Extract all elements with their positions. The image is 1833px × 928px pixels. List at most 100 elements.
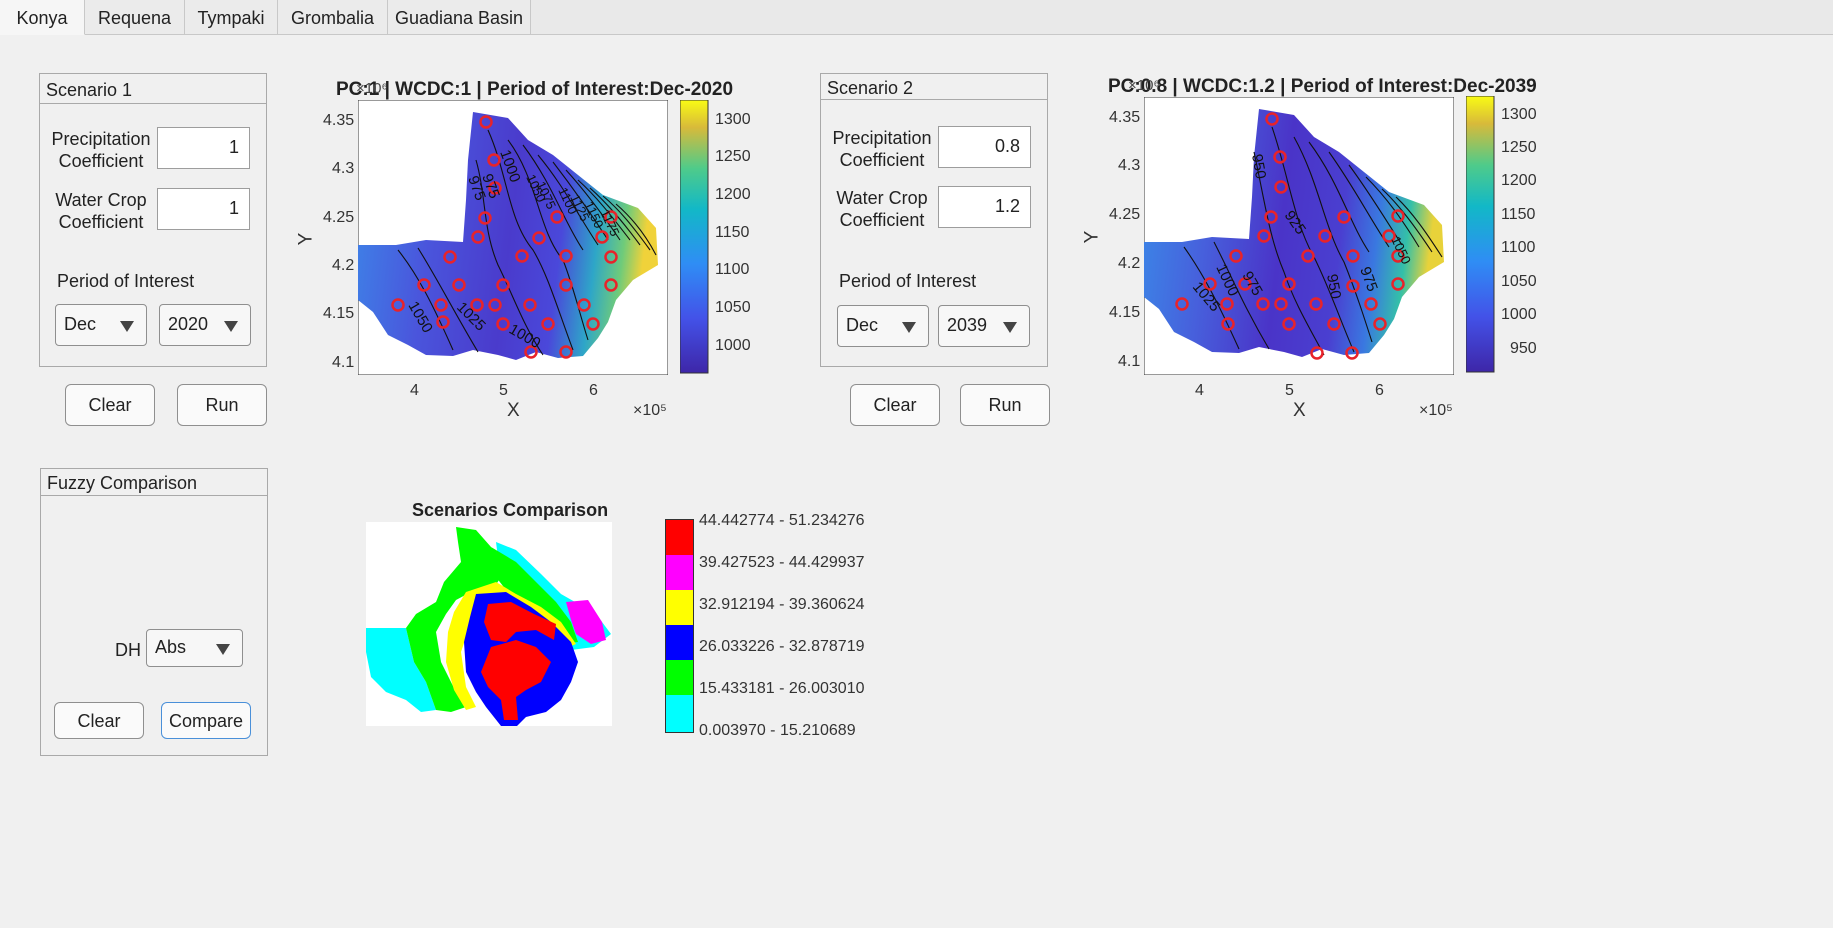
legend-label: 26.033226 - 32.878719 (699, 638, 865, 655)
map2-colorbar (1466, 96, 1495, 373)
map1-cbar-tick: 1300 (715, 111, 751, 128)
scenario2-panel: Scenario 2 Precipitation Coefficient 0.8… (820, 73, 1048, 367)
s2-precipitation-input[interactable]: 0.8 (938, 126, 1031, 168)
legend-swatch (666, 695, 693, 732)
map1-surface (358, 112, 658, 360)
map1-plot: 975 1000 1025 1050 1000 975 1050 1075 11… (358, 100, 668, 375)
map1-colorbar (680, 100, 709, 374)
s1-month-value: Dec (64, 314, 97, 334)
tab-grombalia[interactable]: Grombalia (278, 0, 388, 34)
map2-xtick: 5 (1285, 382, 1294, 399)
s1-wcc-label: Water Crop Coefficient (46, 189, 156, 233)
legend-label: 44.442774 - 51.234276 (699, 512, 865, 529)
map2-contour-label: 950 (1323, 273, 1344, 301)
comparison-legend-bar (665, 519, 694, 733)
legend-swatch (666, 555, 693, 590)
tab-konya[interactable]: Konya (0, 0, 85, 35)
map2-cbar-tick: 1300 (1501, 106, 1537, 123)
s1-month-select[interactable]: Dec (55, 304, 147, 346)
scenario1-panel: Scenario 1 Precipitation Coefficient 1 W… (39, 73, 267, 367)
tab-bar: Konya Requena Tympaki Grombalia Guadiana… (0, 0, 1833, 35)
s1-clear-button[interactable]: Clear (65, 384, 155, 426)
s1-wcc-label-line2: Coefficient (58, 212, 144, 232)
s1-year-value: 2020 (168, 314, 209, 334)
chevron-down-icon (224, 321, 238, 332)
map1-ytick: 4.1 (332, 354, 355, 371)
map2-title: PC:0.8 | WCDC:1.2 | Period of Interest:D… (1108, 76, 1537, 97)
map1-xtick: 6 (589, 382, 598, 399)
map2-cbar-tick: 1200 (1501, 172, 1537, 189)
s2-month-value: Dec (846, 315, 879, 335)
tab-requena[interactable]: Requena (85, 0, 185, 34)
map2-contours (1183, 126, 1443, 356)
map2-xlabel: X (1293, 400, 1306, 421)
s1-water-crop-input[interactable]: 1 (157, 188, 250, 230)
map1-ytick: 4.15 (323, 305, 355, 322)
legend-label: 32.912194 - 39.360624 (699, 596, 865, 613)
fuzzy-comparison-panel: Fuzzy Comparison DH Abs Clear Compare (40, 468, 268, 756)
map2-ytick: 4.35 (1109, 109, 1141, 126)
legend-swatch (666, 625, 693, 660)
tab-guadiana-basin[interactable]: Guadiana Basin (388, 0, 531, 34)
map1-ytick: 4.2 (332, 257, 355, 274)
s1-year-select[interactable]: 2020 (159, 304, 251, 346)
map2-cbar-tick: 1250 (1501, 139, 1537, 156)
chevron-down-icon (120, 321, 134, 332)
comparison-title: Scenarios Comparison (412, 500, 609, 520)
s2-run-button[interactable]: Run (960, 384, 1050, 426)
s1-precip-label: Precipitation Coefficient (46, 128, 156, 172)
fuzzy-clear-button[interactable]: Clear (54, 702, 144, 739)
map1-ytick: 4.25 (323, 209, 355, 226)
map1-cbar-tick: 1150 (715, 224, 750, 241)
s2-wcc-label-line2: Coefficient (839, 210, 925, 230)
map2-ytick: 4.25 (1109, 206, 1141, 223)
s2-precip-label-line2: Coefficient (839, 150, 925, 170)
map1-xtick: 5 (499, 382, 508, 399)
s1-precip-label-line2: Coefficient (58, 151, 144, 171)
s1-precipitation-input[interactable]: 1 (157, 127, 250, 169)
map1-wells (391, 115, 618, 359)
map2-cbar-tick: 1050 (1501, 273, 1537, 290)
map1-x-exponent: ×10⁵ (633, 402, 667, 419)
s1-run-button[interactable]: Run (177, 384, 267, 426)
map1-y-exponent: ×10⁶ (356, 80, 388, 97)
map2-cbar-tick: 1150 (1501, 206, 1536, 223)
dh-select[interactable]: Abs (146, 629, 243, 667)
map1-cbar-tick: 1050 (715, 299, 751, 316)
tab-tympaki[interactable]: Tympaki (185, 0, 278, 34)
map2-ytick: 4.1 (1118, 353, 1141, 370)
map2-wells (1175, 112, 1405, 360)
map2-ytick: 4.3 (1118, 157, 1141, 174)
dh-label: DH (115, 640, 141, 660)
compare-button[interactable]: Compare (161, 702, 251, 739)
scenario2-title: Scenario 2 (821, 74, 1047, 100)
legend-swatch (666, 660, 693, 695)
map2-x-exponent: ×10⁵ (1419, 402, 1453, 419)
fuzzy-title: Fuzzy Comparison (41, 469, 267, 496)
chevron-down-icon (902, 322, 916, 333)
dh-value: Abs (155, 637, 187, 657)
map1-ytick: 4.35 (323, 112, 355, 129)
map2-ylabel: Y (1081, 230, 1103, 244)
s2-year-select[interactable]: 2039 (938, 305, 1030, 347)
chevron-down-icon (216, 644, 230, 655)
comparison-map (366, 522, 612, 726)
map2-xtick: 6 (1375, 382, 1384, 399)
map2-xtick: 4 (1195, 382, 1204, 399)
map2-cbar-tick: 1100 (1501, 239, 1536, 256)
s1-wcc-label-line1: Water Crop (55, 190, 147, 210)
s2-period-label: Period of Interest (839, 271, 977, 291)
legend-label: 39.427523 - 44.429937 (699, 554, 865, 571)
s2-clear-button[interactable]: Clear (850, 384, 940, 426)
s1-precip-label-line1: Precipitation (51, 129, 151, 149)
s2-month-select[interactable]: Dec (837, 305, 929, 347)
map2-ytick: 4.2 (1118, 255, 1141, 272)
s2-water-crop-input[interactable]: 1.2 (938, 186, 1031, 228)
map1-xlabel: X (507, 400, 520, 421)
s2-wcc-label-line1: Water Crop (836, 188, 928, 208)
map1-cbar-tick: 1000 (715, 337, 751, 354)
map2-surface (1144, 109, 1444, 357)
map2-plot: 950 925 1000 975 1025 950 975 1050 (1144, 97, 1454, 375)
map2-cbar-tick: 950 (1510, 340, 1537, 357)
legend-label: 15.433181 - 26.003010 (699, 680, 865, 697)
